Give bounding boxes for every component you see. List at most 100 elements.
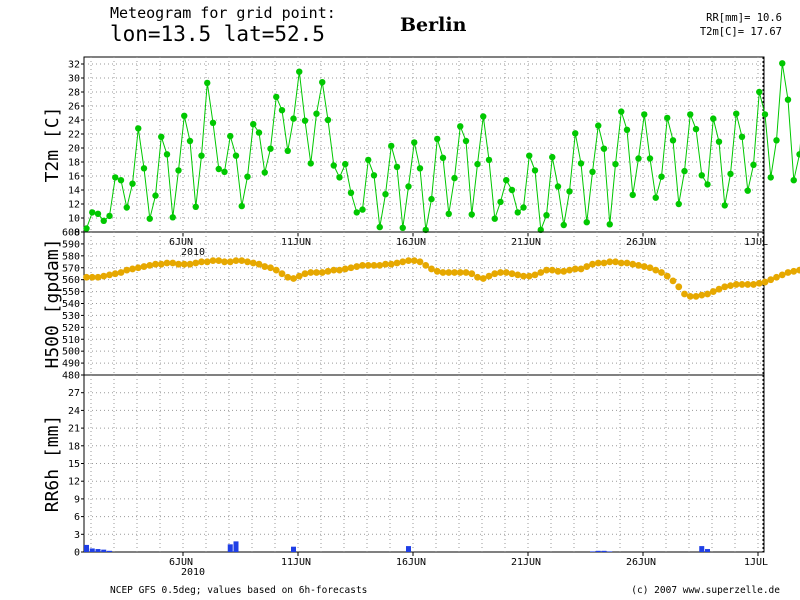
data-point-h500	[732, 281, 740, 288]
data-point-t2m	[721, 202, 728, 209]
data-point-h500	[387, 260, 395, 268]
ytick-label-t2m: 30	[68, 74, 80, 85]
data-point-t2m	[468, 211, 475, 218]
data-point-t2m	[646, 155, 654, 162]
data-point-t2m	[457, 123, 464, 130]
ytick-label-t2m: 14	[68, 186, 80, 197]
data-point-h500	[744, 281, 752, 288]
data-point-t2m	[756, 88, 763, 96]
data-point-h500	[548, 266, 556, 274]
ytick-label-rr: 21	[68, 424, 80, 435]
data-point-h500	[571, 265, 579, 273]
data-point-t2m	[244, 173, 251, 180]
data-point-h500	[163, 259, 171, 267]
data-point-h500	[566, 266, 573, 274]
data-point-t2m	[106, 212, 113, 220]
data-point-h500	[738, 281, 746, 288]
data-point-t2m	[209, 119, 217, 127]
ytick-label-h500: 520	[62, 323, 80, 334]
data-point-h500	[428, 265, 435, 273]
data-point-t2m	[140, 165, 148, 172]
data-point-t2m	[181, 112, 188, 120]
data-point-t2m	[192, 203, 199, 210]
panel-temperature: 8 10 12 14 16 18 20 22 24 26 28 30 32 T2m [C] 6JUN 11JU…	[42, 56, 800, 258]
data-point-h500	[106, 271, 113, 279]
ytick-label-h500: 480	[62, 371, 80, 382]
ytick-label-rr: 0	[74, 548, 80, 559]
data-point-h500	[255, 260, 263, 268]
header-city-name: Berlin	[400, 14, 467, 36]
data-point-h500	[203, 258, 211, 266]
data-point-t2m	[382, 191, 389, 198]
data-point-t2m	[727, 170, 734, 178]
data-point-t2m	[307, 160, 314, 167]
data-point-t2m	[600, 145, 608, 152]
data-point-h500	[761, 278, 769, 286]
data-point-t2m	[779, 60, 786, 67]
panel-geopotential: 480490500510520530540550560570580590600H…	[42, 228, 800, 382]
data-point-t2m	[704, 181, 711, 188]
data-point-h500	[773, 273, 780, 281]
data-point-h500	[347, 264, 355, 272]
data-point-h500	[755, 279, 763, 287]
precip-bar	[601, 550, 607, 552]
precip-bar	[227, 544, 233, 552]
data-point-t2m	[267, 145, 274, 152]
data-point-h500	[767, 276, 775, 284]
ytick-label-t2m: 26	[68, 102, 80, 113]
data-point-t2m	[595, 122, 602, 129]
precip-bar	[406, 546, 411, 552]
data-point-t2m	[664, 114, 671, 122]
data-point-t2m	[290, 115, 297, 122]
data-point-h500	[157, 260, 165, 268]
data-point-h500	[284, 273, 292, 281]
data-point-h500	[433, 267, 441, 275]
data-point-t2m	[710, 115, 717, 122]
data-point-h500	[140, 263, 148, 270]
data-point-h500	[686, 292, 694, 300]
precip-bar	[291, 546, 296, 552]
data-point-t2m	[790, 177, 797, 184]
data-point-h500	[129, 265, 136, 273]
data-point-h500	[525, 272, 533, 280]
data-point-t2m	[508, 186, 516, 194]
data-point-t2m	[577, 160, 585, 167]
data-point-t2m	[330, 162, 337, 169]
data-point-h500	[88, 273, 96, 281]
data-point-t2m	[238, 202, 245, 210]
data-point-t2m	[117, 177, 125, 184]
precip-bar	[101, 549, 107, 552]
xtick-year-label-rr: 2010	[181, 567, 205, 578]
data-point-t2m	[658, 173, 665, 180]
data-point-t2m	[589, 168, 596, 175]
data-point-h500	[341, 265, 349, 273]
data-point-h500	[456, 269, 464, 276]
ytick-label-h500: 540	[62, 299, 80, 310]
ytick-label-h500: 560	[62, 275, 80, 286]
data-point-h500	[439, 269, 447, 276]
data-point-t2m	[301, 117, 309, 124]
precip-bar	[590, 551, 595, 552]
precip-bar	[107, 550, 112, 552]
data-point-h500	[215, 257, 223, 264]
data-point-h500	[244, 258, 251, 266]
data-point-h500	[778, 271, 786, 279]
data-point-h500	[376, 261, 384, 269]
data-point-h500	[399, 258, 407, 266]
precip-bar	[233, 541, 239, 552]
ytick-label-t2m: 10	[68, 214, 80, 225]
data-point-t2m	[503, 177, 510, 184]
data-point-h500	[462, 269, 470, 276]
data-point-h500	[416, 258, 424, 266]
ytick-label-rr: 24	[68, 406, 80, 417]
data-point-t2m	[474, 160, 481, 168]
precip-bar	[595, 550, 601, 552]
data-point-t2m	[112, 174, 119, 181]
data-point-h500	[796, 266, 800, 274]
data-point-h500	[100, 272, 108, 280]
data-point-t2m	[123, 204, 130, 211]
xtick-label-rr: 26JUN	[626, 557, 656, 568]
data-point-t2m	[451, 174, 458, 182]
data-point-t2m	[549, 153, 556, 161]
